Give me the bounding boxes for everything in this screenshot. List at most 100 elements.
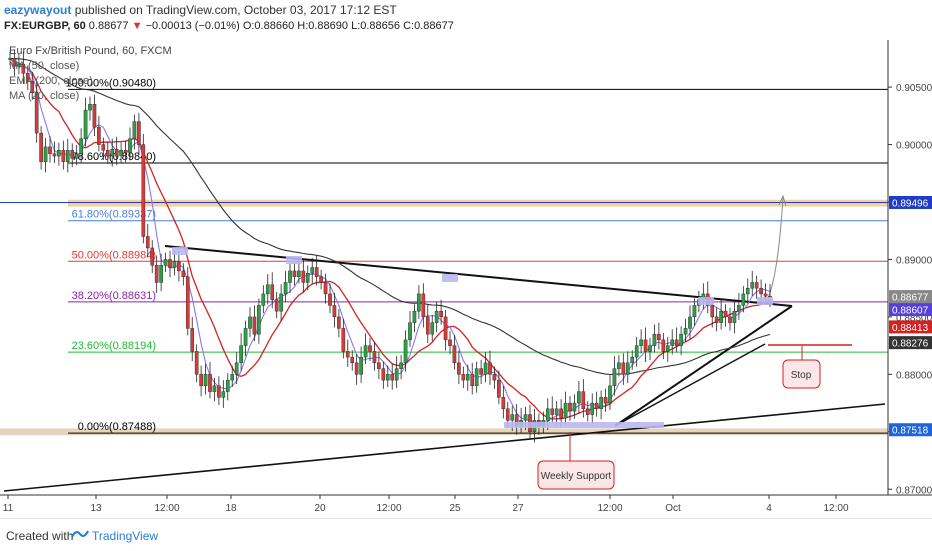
x-tick-label: 11 (3, 503, 14, 514)
stop-label: Stop (791, 370, 812, 381)
ma-20-line (9, 57, 771, 424)
candle-body (377, 362, 381, 369)
swing-marker (757, 297, 773, 305)
x-tick-label: 12:00 (154, 503, 179, 514)
fibonacci-levels: 100.00%(0.90480) 78.60%(0.89840) 61.80%(0.… (0, 77, 888, 436)
ascending-trendline (614, 305, 793, 427)
candle-body (25, 73, 30, 82)
swing-marker (698, 297, 714, 305)
candle-body (501, 397, 506, 410)
tradingview-brand-link[interactable]: TradingView (92, 529, 159, 543)
price-chart[interactable]: 100.00%(0.90480) 78.60%(0.89840) 61.80%(0.… (0, 40, 932, 518)
candle-body (243, 328, 248, 346)
descending-trendline (164, 245, 793, 307)
candle-body (225, 379, 230, 392)
candle-body (341, 328, 346, 352)
candle-body (168, 259, 172, 268)
candle-body (657, 333, 661, 341)
y-tick-label: 0.87000 (896, 485, 932, 496)
candle-body (363, 345, 368, 358)
candle-body (372, 351, 377, 364)
y-tick-label: 0.88500 (896, 313, 932, 324)
y-tick-label: 0.89000 (896, 255, 932, 266)
candle-body (408, 322, 412, 341)
ma-50-line (9, 57, 771, 420)
candle-body (448, 339, 452, 346)
candle-body (354, 362, 359, 375)
candle-body (621, 362, 626, 375)
candle-body (679, 333, 683, 346)
candle-body (425, 316, 430, 335)
candle-body (21, 63, 26, 74)
candle-body (523, 414, 528, 421)
fib-label: 61.80%(0.89337) (72, 209, 156, 221)
swing-marker (442, 274, 458, 282)
author-link[interactable]: eazywayout (4, 3, 72, 17)
price-badge (889, 195, 932, 209)
x-tick-label: 13 (90, 503, 102, 514)
candle-body (57, 150, 61, 157)
target-arrowhead (778, 194, 787, 207)
candle-body (608, 385, 612, 404)
candle-body (439, 310, 443, 318)
high-value: H:0.88690 (297, 20, 349, 32)
candle-body (261, 293, 266, 306)
stop-callout (782, 359, 821, 389)
candle-body (83, 109, 88, 140)
candle-body (288, 270, 292, 283)
candle-body (270, 284, 275, 300)
legend-ma20[interactable]: MA (20, close) (9, 90, 79, 102)
candle-body (688, 316, 692, 329)
candle-body (381, 368, 386, 381)
candle-body (368, 345, 372, 352)
fib-label: 38.20%(0.88631) (72, 290, 156, 302)
candle-body (190, 328, 195, 352)
price-badge-label: 0.88413 (892, 323, 929, 334)
support-marker (504, 422, 664, 428)
tradingview-logo-icon[interactable] (70, 527, 90, 546)
candle-body (328, 293, 332, 306)
candle-body (741, 293, 746, 306)
candle-body (17, 63, 21, 67)
candle-body (581, 391, 586, 410)
legend-ma50[interactable]: MA (50, close) (9, 60, 79, 72)
candle-body (568, 402, 572, 412)
price-badge (889, 303, 932, 317)
support-zone (0, 428, 888, 436)
fib-label: 100.00%(0.90480) (65, 77, 156, 89)
candle-body (132, 121, 137, 140)
symbol-info: FX:EURGBP, 60 0.88677 ▼ −0.00013 (−0.01%… (4, 20, 454, 32)
y-tick-label: 0.90500 (896, 83, 932, 94)
candle-body (714, 316, 719, 323)
weekly-support-callout (537, 460, 615, 490)
price-badge (889, 290, 932, 304)
legend-ema200[interactable]: EMA (200, close) (9, 75, 93, 87)
candle-body (661, 339, 666, 352)
price-badge-label: 0.88677 (892, 293, 929, 304)
legend: Euro Fx/British Pound, 60, FXCM MA (50, … (9, 45, 172, 102)
candle-body (154, 265, 159, 283)
candle-body (723, 310, 728, 318)
candlesticks (8, 49, 772, 443)
price-badge (889, 336, 932, 350)
close-value: C:0.88677 (403, 20, 454, 32)
candle-body (639, 339, 643, 346)
candle-body (48, 146, 52, 154)
candle-body (239, 345, 243, 364)
x-tick-label: 4 (766, 503, 772, 514)
symbol-label[interactable]: FX:EURGBP, 60 (4, 20, 86, 32)
candle-body (150, 247, 155, 266)
price-badge-label: 0.88607 (892, 306, 929, 317)
candle-body (248, 316, 252, 329)
price-badge (889, 320, 932, 334)
candle-body (652, 333, 657, 346)
chart-area[interactable]: 100.00%(0.90480) 78.60%(0.89840) 61.80%(0.… (0, 40, 932, 518)
candle-body (457, 362, 461, 375)
candle-body (585, 408, 590, 415)
long-term-trendline (3, 403, 886, 492)
candle-body (403, 339, 408, 364)
candle-body (194, 351, 199, 375)
candle-body (274, 299, 279, 312)
fib-label: 78.60%(0.89840) (72, 151, 156, 163)
price-change: −0.00013 (−0.01%) (145, 20, 240, 32)
